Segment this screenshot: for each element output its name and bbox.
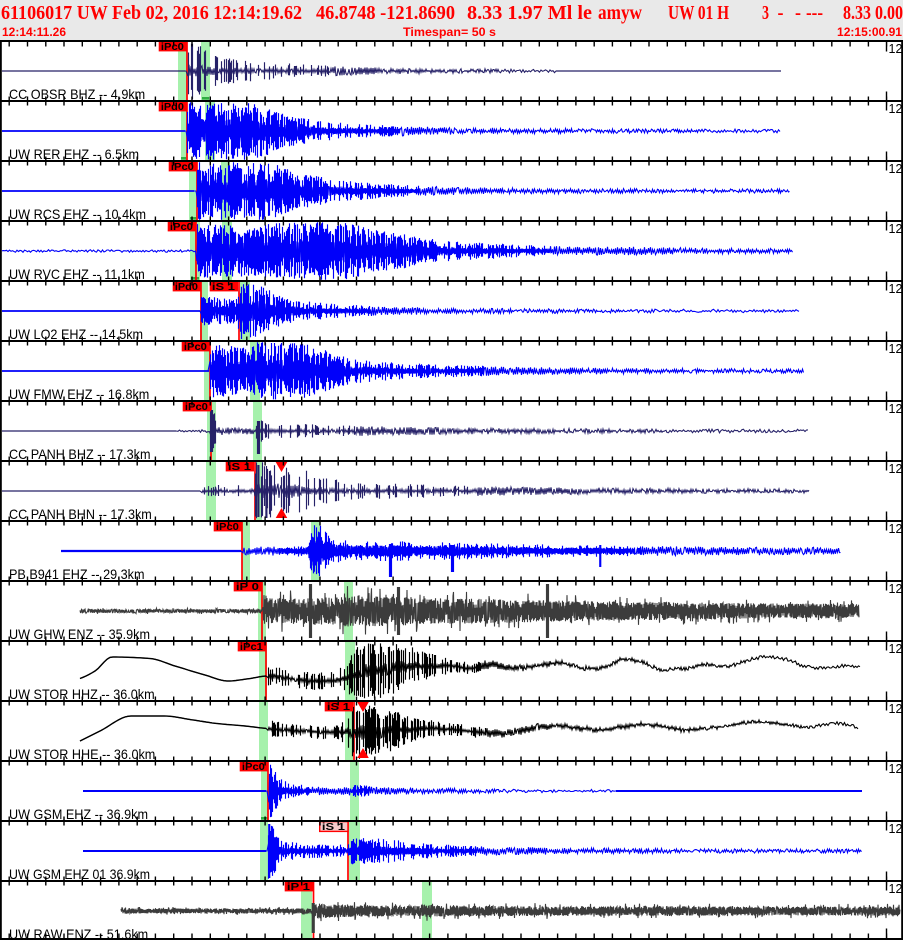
- svg-text:iS 1: iS 1: [212, 281, 235, 293]
- svg-text:-: -: [795, 2, 801, 24]
- svg-text:12: 12: [889, 462, 903, 476]
- svg-text:UW 01 H: UW 01 H: [668, 2, 729, 24]
- svg-text:8.33 1.97 Ml le: 8.33 1.97 Ml le: [467, 2, 592, 24]
- svg-text:UW FMW EHZ -- 16.8km: UW FMW EHZ -- 16.8km: [9, 386, 149, 402]
- svg-text:12: 12: [889, 402, 903, 416]
- svg-text:12:14:11.26: 12:14:11.26: [2, 25, 66, 39]
- svg-text:iPc0: iPc0: [216, 521, 239, 533]
- svg-text:UW RVC EHZ -- 11.1km: UW RVC EHZ -- 11.1km: [9, 266, 145, 282]
- svg-text:CC OBSR BHZ -- 4.9km: CC OBSR BHZ -- 4.9km: [9, 86, 145, 102]
- svg-text:---: ---: [806, 2, 823, 24]
- svg-text:3: 3: [762, 2, 769, 24]
- svg-text:12: 12: [889, 582, 903, 596]
- svg-text:iPc0: iPc0: [184, 341, 207, 353]
- svg-text:Timespan= 50 s: Timespan= 50 s: [403, 25, 496, 39]
- svg-text:iPc0: iPc0: [185, 401, 208, 413]
- svg-text:UW GSM EHZ 01 36.9km: UW GSM EHZ 01 36.9km: [9, 866, 150, 882]
- svg-text:UW RAW ENZ -- 51.6km: UW RAW ENZ -- 51.6km: [9, 926, 148, 940]
- svg-text:amyw: amyw: [598, 2, 642, 24]
- svg-text:iS 1: iS 1: [228, 461, 251, 473]
- svg-text:12: 12: [889, 282, 903, 296]
- svg-text:12: 12: [889, 522, 903, 536]
- svg-text:UW GHW ENZ -- 35.9km: UW GHW ENZ -- 35.9km: [9, 626, 150, 642]
- svg-text:12: 12: [889, 702, 903, 716]
- svg-text:12: 12: [889, 342, 903, 356]
- svg-text:12: 12: [889, 102, 903, 116]
- svg-text:UW LO2 EHZ -- 14.5km: UW LO2 EHZ -- 14.5km: [9, 326, 143, 342]
- svg-text:iPc0: iPc0: [242, 761, 265, 773]
- svg-text:iPc0: iPc0: [170, 221, 193, 233]
- svg-text:PB B941 EHZ -- 29.3km: PB B941 EHZ -- 29.3km: [9, 566, 145, 582]
- svg-text:iP 1: iP 1: [287, 881, 310, 893]
- svg-text:CC PANH BHN -- 17.3km: CC PANH BHN -- 17.3km: [9, 506, 152, 522]
- svg-text:12: 12: [889, 642, 903, 656]
- svg-text:iPd0: iPd0: [161, 101, 184, 113]
- svg-text:-: -: [778, 2, 784, 24]
- svg-text:12: 12: [889, 42, 903, 56]
- svg-text:iP 0: iP 0: [236, 581, 259, 593]
- svg-text:12: 12: [889, 162, 903, 176]
- svg-text:CC PANH BHZ -- 17.3km: CC PANH BHZ -- 17.3km: [9, 446, 151, 462]
- svg-text:12: 12: [889, 222, 903, 236]
- svg-text:iPc0: iPc0: [171, 161, 194, 173]
- svg-text:8.33 0.00: 8.33 0.00: [843, 2, 903, 24]
- svg-text:iPc1: iPc1: [240, 641, 263, 653]
- svg-text:iPc0: iPc0: [161, 41, 184, 53]
- svg-text:12: 12: [889, 822, 903, 836]
- svg-text:12: 12: [889, 882, 903, 896]
- svg-text:UW RCS EHZ -- 10.4km: UW RCS EHZ -- 10.4km: [9, 206, 146, 222]
- svg-text:iPd0: iPd0: [175, 281, 198, 293]
- svg-text:UW RER EHZ -- 6.5km: UW RER EHZ -- 6.5km: [9, 146, 139, 162]
- svg-text:iS 1: iS 1: [327, 701, 350, 713]
- svg-text:iS 1: iS 1: [322, 821, 345, 833]
- svg-text:46.8748 -121.8690: 46.8748 -121.8690: [316, 2, 455, 24]
- svg-text:61106017 UW Feb 02, 2016 12:14: 61106017 UW Feb 02, 2016 12:14:19.62: [1, 2, 302, 24]
- svg-text:12: 12: [889, 762, 903, 776]
- svg-text:12:15:00.91: 12:15:00.91: [837, 25, 902, 39]
- svg-text:UW GSM EHZ -- 36.9km: UW GSM EHZ -- 36.9km: [9, 806, 148, 822]
